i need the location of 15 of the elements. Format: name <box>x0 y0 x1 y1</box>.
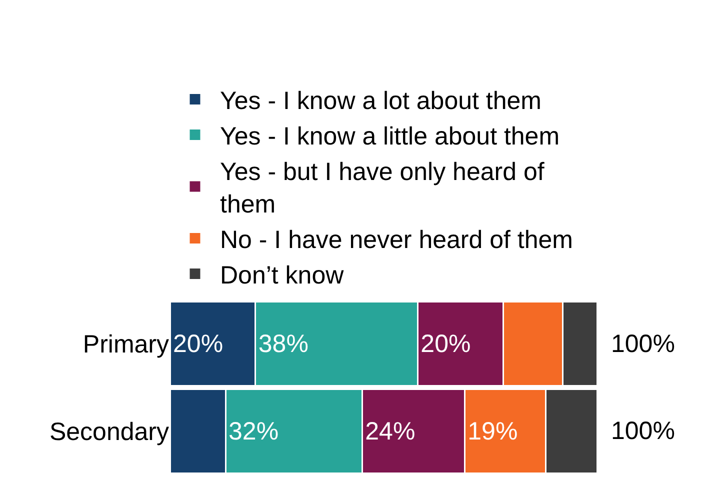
data-label: 32% <box>228 417 279 446</box>
y-tick-label: Primary <box>82 330 170 358</box>
legend-label: Yes - but I have only heard of them <box>220 158 544 218</box>
data-label: 38% <box>258 330 308 358</box>
legend-label: Yes - I know a lot about them <box>220 87 542 115</box>
data-label: 20% <box>420 330 471 358</box>
y-tick-label: Secondary <box>49 418 170 446</box>
legend-label: Yes - I know a little about them <box>220 122 560 150</box>
legend-label: No - I have never heard of them <box>220 226 573 254</box>
data-label: 19% <box>468 417 518 446</box>
total-label: 100% <box>611 330 675 358</box>
data-label: 20% <box>173 330 224 358</box>
legend-label: Don’t know <box>220 262 345 290</box>
data-label: 24% <box>365 417 416 446</box>
total-label: 100% <box>611 417 675 445</box>
